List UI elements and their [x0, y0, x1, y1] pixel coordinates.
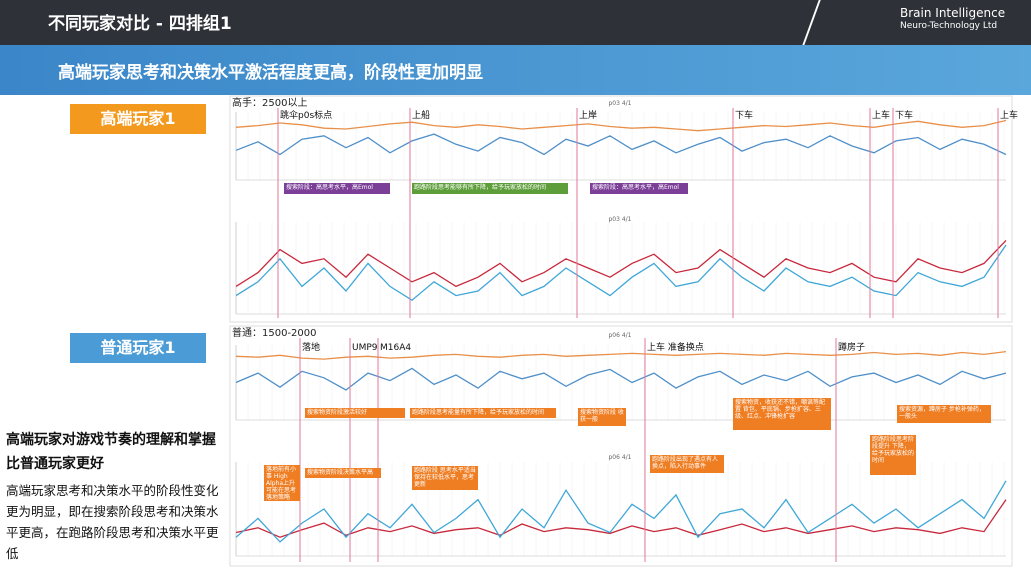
- player-tag: 高端玩家1: [70, 104, 206, 134]
- data-line: [235, 350, 1007, 360]
- logo-text: Brain Intelligence: [900, 6, 1006, 20]
- group-label: 普通：1500-2000: [232, 326, 317, 339]
- annotation: 跑路阶段思考能够有所下降，给予玩家放松的时间: [412, 183, 568, 194]
- data-line: [235, 133, 1007, 156]
- annotation: 搜索物资，收获还不错，嘲讽等配置 背包、平底锅、步枪扩容、三级、红点、冲锋枪扩容: [733, 398, 831, 430]
- chart-title: p03 4/1: [608, 216, 631, 223]
- event-label: 上岸: [579, 110, 597, 121]
- annotation: 跑路阶段思考阶段提升 下降，给予玩家放松的时间: [870, 435, 916, 475]
- annotation: 搜索物资阶段 收获一般: [578, 408, 626, 426]
- banner-text: 高端玩家思考和决策水平激活程度更高，阶段性更加明显: [58, 63, 483, 83]
- data-line: [235, 244, 1007, 302]
- chart-title: p06 4/1: [608, 454, 631, 461]
- event-label: 落地: [302, 341, 320, 353]
- logo-subtext: Neuro-Technology Ltd: [900, 21, 998, 31]
- slide-title: 不同玩家对比 - 四排组1: [48, 14, 232, 34]
- summary-heading: 高端玩家对游戏节奏的理解和掌握比普通玩家更好: [6, 432, 216, 472]
- player-tag: 普通玩家1: [70, 333, 206, 363]
- data-line: [235, 499, 1007, 538]
- group-label: 高手：2500以上: [232, 96, 307, 109]
- event-label: 下车: [735, 109, 753, 121]
- annotation: 跑路阶段出现了遇点有人换点，陷入行动事件: [650, 455, 724, 473]
- chart-frame: [229, 95, 1013, 323]
- annotation: 搜索物资阶段决策水平高: [305, 468, 381, 478]
- data-line: [235, 367, 1007, 391]
- annotation: 搜索物资阶段激活较好: [305, 408, 405, 418]
- annotation: 落地前有小事 High Alpha上升 可能在思考落地策略: [264, 465, 300, 501]
- summary-body: 高端玩家思考和决策水平的阶段性变化更为明显，即在搜索阶段思考和决策水平更高，在跑…: [6, 483, 219, 561]
- top-bar: [0, 0, 1031, 45]
- event-label: 上船: [412, 109, 430, 121]
- event-label: 蹲房子: [838, 341, 865, 353]
- annotation: 跑路阶段思考能量有所下降，给予玩家放松的时间: [410, 408, 556, 418]
- annotation: 搜索资源，蹲房子 步枪补弹药，一般头: [897, 405, 991, 423]
- annotation: 跑路阶段 思考水平适当 保持在较低水平，思考更新: [412, 466, 478, 490]
- event-label: 上车 准备换点: [647, 341, 704, 353]
- event-label: 下车: [895, 109, 913, 121]
- annotation: 搜索阶段：高思考水平，高Emol: [590, 183, 688, 194]
- data-line: [235, 239, 1007, 288]
- chart-title: p06 4/1: [608, 332, 631, 339]
- chart-title: p03 4/1: [608, 100, 631, 107]
- event-label: 上车: [872, 109, 890, 121]
- annotation: 搜索阶段：高思考水平，高Emol: [284, 183, 390, 194]
- event-label: UMP9: [352, 343, 378, 353]
- data-line: [235, 119, 1007, 132]
- event-label: 跳伞p0s标点: [280, 109, 332, 121]
- event-label: 上车: [1000, 109, 1018, 121]
- event-label: M16A4: [380, 343, 411, 353]
- data-line: [235, 480, 1007, 543]
- banner: [0, 45, 1031, 95]
